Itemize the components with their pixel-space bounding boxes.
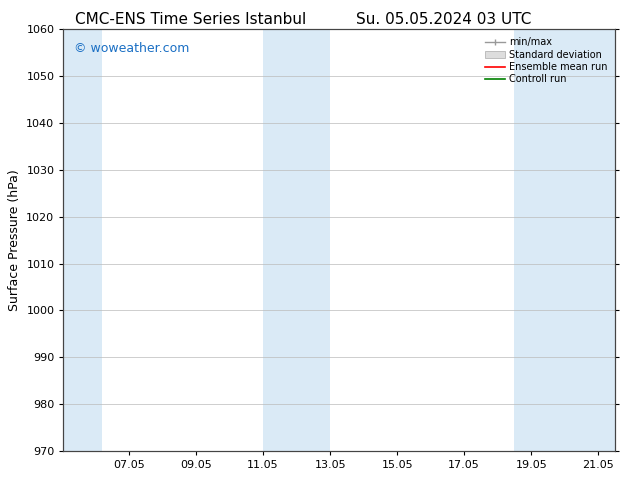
Bar xyxy=(514,29,615,451)
Text: © woweather.com: © woweather.com xyxy=(74,42,190,55)
Text: CMC-ENS Time Series Istanbul: CMC-ENS Time Series Istanbul xyxy=(75,12,306,27)
Text: Su. 05.05.2024 03 UTC: Su. 05.05.2024 03 UTC xyxy=(356,12,531,27)
Bar xyxy=(263,29,330,451)
Y-axis label: Surface Pressure (hPa): Surface Pressure (hPa) xyxy=(8,169,21,311)
Bar xyxy=(63,29,102,451)
Legend: min/max, Standard deviation, Ensemble mean run, Controll run: min/max, Standard deviation, Ensemble me… xyxy=(482,34,610,87)
